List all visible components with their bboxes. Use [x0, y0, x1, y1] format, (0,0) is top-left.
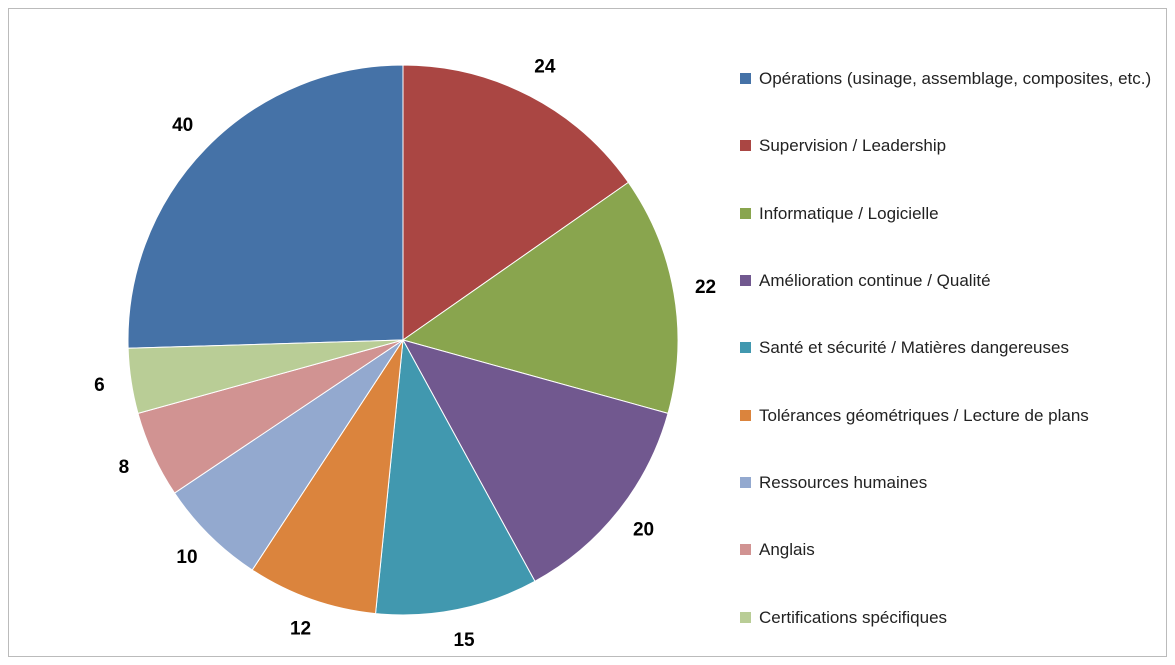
legend-label: Supervision / Leadership [759, 136, 947, 156]
pie-slice [401, 339, 669, 582]
legend-swatch [740, 207, 751, 219]
legend-item: Supervision / Leadership [740, 112, 1165, 179]
legend-label: Anglais [759, 540, 815, 560]
legend-swatch [740, 409, 751, 421]
legend-swatch [740, 275, 751, 287]
legend-swatch [740, 140, 751, 152]
legend-label: Informatique / Logicielle [759, 203, 939, 223]
pie-slice [127, 339, 404, 415]
data-label: 22 [695, 277, 716, 298]
legend-label: Tolérances géométriques / Lecture de pla… [759, 405, 1089, 425]
data-label: 10 [176, 547, 197, 568]
legend-swatch [740, 476, 751, 488]
legend-item: Santé et sécurité / Matières dangereuses [740, 314, 1165, 381]
data-label: 24 [534, 57, 556, 78]
legend-item: Opérations (usinage, assemblage, composi… [740, 45, 1165, 112]
legend-swatch [740, 544, 751, 556]
legend-label: Ressources humaines [759, 472, 928, 492]
legend: Opérations (usinage, assemblage, composi… [740, 45, 1165, 651]
legend-item: Certifications spécifiques [740, 583, 1165, 650]
data-label: 6 [94, 375, 105, 396]
data-label: 8 [119, 457, 130, 478]
pie-slice [401, 181, 679, 415]
legend-swatch [740, 73, 751, 85]
pie-slice [402, 64, 630, 341]
legend-label: Certifications spécifiques [759, 607, 948, 627]
pie-slice [374, 338, 536, 616]
chart-border [8, 8, 1167, 657]
legend-swatch [740, 342, 751, 354]
data-label: 40 [172, 115, 193, 136]
data-label: 15 [453, 630, 475, 651]
legend-swatch [740, 611, 751, 623]
legend-item: Tolérances géométriques / Lecture de pla… [740, 381, 1165, 448]
legend-item: Anglais [740, 516, 1165, 583]
legend-label: Amélioration continue / Qualité [759, 271, 991, 291]
legend-item: Ressources humaines [740, 449, 1165, 516]
legend-label: Opérations (usinage, assemblage, composi… [759, 69, 1152, 89]
legend-item: Amélioration continue / Qualité [740, 247, 1165, 314]
pie-slice [127, 64, 404, 349]
data-label: 20 [633, 520, 654, 541]
pie-slice [251, 339, 404, 615]
legend-item: Informatique / Logicielle [740, 180, 1165, 247]
data-label: 12 [290, 618, 311, 639]
legend-label: Santé et sécurité / Matières dangereuses [759, 338, 1069, 358]
